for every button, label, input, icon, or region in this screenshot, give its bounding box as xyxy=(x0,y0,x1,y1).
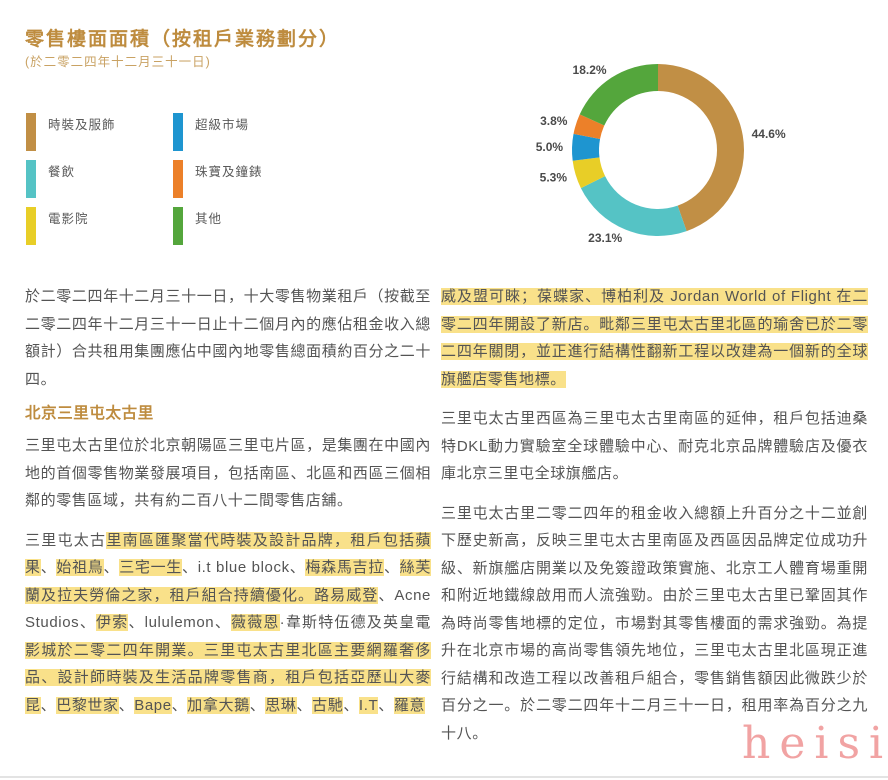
slice-label: 5.0% xyxy=(536,140,564,154)
body-text: 、 xyxy=(343,696,359,714)
paragraph: 三里屯太古里二零二四年的租金收入總額上升百分之十二並創下歷史新高，反映三里屯太古… xyxy=(441,500,868,748)
legend-item: 時裝及服飾 xyxy=(26,113,173,151)
legend-column-1: 時裝及服飾餐飲電影院 xyxy=(26,113,173,245)
legend-item-label: 餐飲 xyxy=(48,165,76,179)
highlighted-text: 古馳 xyxy=(312,696,344,714)
page-title: 零售樓面面積（按租戶業務劃分） xyxy=(25,29,341,50)
highlighted-text: 梅森馬吉拉 xyxy=(305,559,384,576)
paragraph: 三里屯太古里西區為三里屯太古里南區的延伸，租戶包括迪桑特DKL動力實驗室全球體驗… xyxy=(441,405,868,488)
slice-label: 23.1% xyxy=(588,231,622,245)
highlighted-text: Bape xyxy=(134,696,172,714)
donut-slice xyxy=(573,114,605,139)
donut-chart: 44.6% 23.1% 5.3% 5.0% 3.8% 18.2% xyxy=(495,35,835,267)
highlighted-text: 三宅一生 xyxy=(119,559,182,576)
legend-column-2: 超級市場珠寶及鐘錶其他 xyxy=(173,113,320,245)
paragraph: 於二零二四年十二月三十一日，十大零售物業租戶（按截至二零二四年十二月三十一日止十… xyxy=(25,283,431,393)
legend-item-label: 珠寶及鐘錶 xyxy=(195,165,263,179)
legend-color-swatch xyxy=(173,160,183,198)
paragraph: 威及盟可睞；葆蝶家、博柏利及 Jordan World of Flight 在二… xyxy=(441,283,868,393)
legend-color-swatch xyxy=(26,113,36,151)
legend-item: 其他 xyxy=(173,207,320,245)
legend-item: 電影院 xyxy=(26,207,173,245)
legend-color-swatch xyxy=(173,113,183,151)
body-text: 、 xyxy=(40,559,57,576)
legend-item-label: 超級市場 xyxy=(195,118,250,132)
highlighted-text: 威及盟可睞；葆蝶家、博柏利及 Jordan World of Flight 在二… xyxy=(441,288,868,388)
slice-label: 5.3% xyxy=(540,170,568,184)
slice-label: 18.2% xyxy=(573,63,607,77)
highlighted-text: 加拿大鵝 xyxy=(187,696,250,714)
body-text: 、 xyxy=(118,696,135,714)
body-text: 、 xyxy=(383,559,400,576)
slice-label: 44.6% xyxy=(752,127,786,141)
watermark: heisi xyxy=(742,718,888,769)
slice-label: 3.8% xyxy=(540,114,568,128)
body-text: ·韋斯特伍德及英皇電 xyxy=(279,614,431,631)
legend-item-label: 時裝及服飾 xyxy=(48,118,116,132)
as-of-date: (於二零二四年十二月三十一日) xyxy=(25,55,211,69)
page-bottom-divider xyxy=(0,776,888,778)
body-text: 、 xyxy=(378,696,394,714)
highlighted-text: I.T xyxy=(358,696,379,714)
body-text: 、 xyxy=(296,696,313,714)
body-text: 、 xyxy=(40,696,57,714)
body-text: 、Acne Studios、 xyxy=(25,586,431,632)
body-text: 、lululemon、 xyxy=(128,614,232,631)
paragraph: 三里屯太古里位於北京朝陽區三里屯片區，是集團在中國內地的首個零售物業發展項目，包… xyxy=(25,432,431,515)
highlighted-text: 薇薇恩 xyxy=(231,614,280,631)
legend-item-label: 其他 xyxy=(195,212,223,226)
legend-color-swatch xyxy=(173,207,183,245)
text-column-left: 於二零二四年十二月三十一日，十大零售物業租戶（按截至二零二四年十二月三十一日止十… xyxy=(25,283,431,731)
donut-slice xyxy=(658,64,744,232)
donut-slice xyxy=(579,64,658,126)
legend-item: 餐飲 xyxy=(26,160,173,198)
legend-color-swatch xyxy=(26,160,36,198)
body-text: 三里屯太古里二零二四年的租金收入總額上升百分之十二並創下歷史新高，反映三里屯太古… xyxy=(441,504,868,742)
donut-chart-svg: 44.6% 23.1% 5.3% 5.0% 3.8% 18.2% xyxy=(536,63,786,245)
legend-item-label: 電影院 xyxy=(48,212,89,226)
body-text: 於二零二四年十二月三十一日，十大零售物業租戶（按截至二零二四年十二月三十一日止十… xyxy=(25,288,431,388)
donut-slice xyxy=(572,133,601,161)
highlighted-text: 巴黎世家 xyxy=(56,696,119,714)
text-column-right: 威及盟可睞；葆蝶家、博柏利及 Jordan World of Flight 在二… xyxy=(441,283,868,759)
body-text: 、 xyxy=(249,696,266,714)
section-heading: 北京三里屯太古里 xyxy=(25,405,154,422)
body-text: 、 xyxy=(171,696,188,714)
highlighted-text: 始祖鳥 xyxy=(56,559,104,576)
highlighted-text: 思琳 xyxy=(265,696,297,714)
paragraph: 三里屯太古里南區匯聚當代時裝及設計品牌，租戶包括蘋果、始祖鳥、三宅一生、i.t … xyxy=(25,527,431,720)
body-text: 三里屯太古里位於北京朝陽區三里屯片區，是集團在中國內地的首個零售物業發展項目，包… xyxy=(25,437,431,509)
body-text: 三里屯太古里西區為三里屯太古里南區的延伸，租戶包括迪桑特DKL動力實驗室全球體驗… xyxy=(441,410,868,482)
highlighted-text: 羅意 xyxy=(393,696,426,714)
donut-slice xyxy=(572,157,606,189)
body-text: 、 xyxy=(103,559,120,576)
legend-color-swatch xyxy=(26,207,36,245)
legend-item: 珠寶及鐘錶 xyxy=(173,160,320,198)
chart-legend: 時裝及服飾餐飲電影院 超級市場珠寶及鐘錶其他 xyxy=(26,113,320,245)
body-text: 、i.t blue block、 xyxy=(182,559,306,576)
body-text: 三里屯太古 xyxy=(25,531,107,549)
donut-slice xyxy=(580,176,687,236)
highlighted-text: 伊索 xyxy=(96,614,129,631)
legend-item: 超級市場 xyxy=(173,113,320,151)
